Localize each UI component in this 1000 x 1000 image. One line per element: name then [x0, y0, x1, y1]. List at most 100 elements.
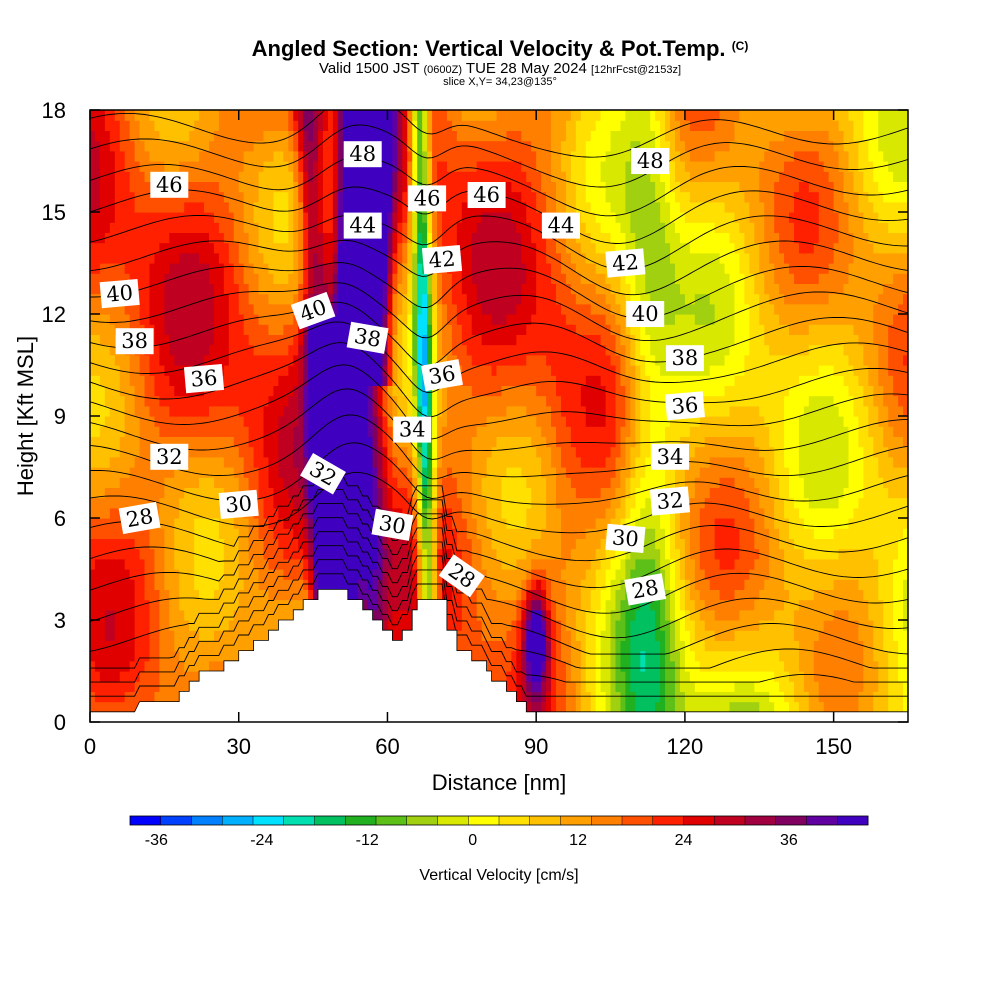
velocity-cell — [432, 589, 438, 601]
velocity-cell — [407, 212, 413, 223]
velocity-cell — [288, 538, 294, 550]
velocity-cell — [169, 222, 175, 233]
velocity-cell — [134, 242, 141, 254]
velocity-cell — [491, 365, 498, 376]
velocity-cell — [94, 120, 101, 131]
velocity-cell — [248, 314, 255, 325]
velocity-cell — [263, 171, 270, 182]
velocity-cell — [268, 344, 275, 356]
velocity-cell — [94, 436, 101, 448]
velocity-cell — [169, 579, 175, 590]
velocity-cell — [318, 446, 324, 458]
velocity-cell — [471, 548, 478, 560]
velocity-cell — [327, 252, 334, 264]
velocity-cell — [456, 405, 463, 417]
velocity-cell — [164, 375, 170, 386]
velocity-cell — [199, 314, 205, 325]
velocity-cell — [491, 344, 498, 356]
velocity-cell — [129, 385, 136, 397]
velocity-cell — [179, 558, 185, 570]
velocity-cell — [427, 293, 433, 305]
velocity-cell — [476, 385, 483, 397]
velocity-cell — [194, 191, 200, 203]
velocity-cell — [432, 314, 438, 325]
velocity-cell — [99, 691, 106, 703]
velocity-cell — [233, 232, 240, 244]
velocity-cell — [407, 405, 413, 417]
velocity-cell — [114, 161, 121, 172]
velocity-cell — [273, 242, 279, 254]
velocity-cell — [204, 161, 210, 172]
velocity-cell — [109, 140, 116, 152]
velocity-cell — [154, 681, 161, 692]
velocity-cell — [164, 314, 170, 325]
velocity-cell — [248, 405, 255, 417]
velocity-cell — [99, 140, 106, 152]
velocity-cell — [134, 538, 141, 550]
velocity-cell — [189, 456, 195, 468]
velocity-cell — [402, 507, 408, 519]
velocity-cell — [451, 446, 458, 458]
velocity-cell — [154, 273, 161, 284]
velocity-cell — [213, 232, 220, 244]
velocity-cell — [258, 599, 265, 611]
velocity-cell — [208, 446, 215, 458]
velocity-cell — [382, 191, 389, 203]
velocity-cell — [238, 252, 245, 264]
velocity-cell — [109, 569, 116, 580]
velocity-cell — [114, 681, 121, 692]
velocity-cell — [243, 222, 250, 233]
velocity-cell — [258, 242, 265, 254]
velocity-cell — [422, 232, 428, 244]
velocity-cell — [402, 283, 408, 295]
velocity-cell — [337, 293, 344, 305]
velocity-cell — [481, 436, 488, 448]
velocity-cell — [213, 528, 220, 539]
velocity-cell — [218, 426, 225, 437]
velocity-cell — [204, 426, 210, 437]
velocity-cell — [109, 528, 116, 539]
velocity-cell — [208, 273, 215, 284]
velocity-cell — [427, 518, 433, 529]
velocity-cell — [204, 252, 210, 264]
velocity-cell — [109, 395, 116, 407]
velocity-cell — [154, 538, 161, 550]
velocity-cell — [99, 375, 106, 386]
velocity-cell — [293, 528, 299, 539]
velocity-cell — [298, 487, 304, 499]
velocity-cell — [427, 477, 433, 488]
velocity-cell — [134, 201, 141, 213]
velocity-cell — [114, 528, 121, 539]
velocity-cell — [496, 558, 503, 570]
velocity-cell — [253, 630, 260, 641]
velocity-cell — [372, 558, 379, 570]
velocity-cell — [119, 273, 126, 284]
velocity-cell — [288, 181, 294, 193]
velocity-cell — [159, 344, 165, 356]
velocity-cell — [243, 548, 250, 560]
velocity-cell — [233, 293, 240, 305]
velocity-cell — [362, 242, 369, 254]
velocity-cell — [218, 161, 225, 172]
velocity-cell — [149, 620, 156, 631]
velocity-cell — [432, 293, 438, 305]
velocity-cell — [204, 538, 210, 550]
velocity-cell — [164, 681, 170, 692]
velocity-cell — [377, 497, 384, 509]
velocity-cell — [248, 161, 255, 172]
velocity-cell — [491, 161, 498, 172]
velocity-cell — [164, 405, 170, 417]
velocity-cell — [134, 385, 141, 397]
velocity-cell — [476, 150, 483, 162]
velocity-cell — [486, 273, 493, 284]
velocity-cell — [501, 640, 508, 652]
velocity-cell — [223, 456, 230, 468]
velocity-cell — [382, 375, 389, 386]
velocity-cell — [303, 110, 309, 121]
velocity-cell — [461, 538, 468, 550]
velocity-cell — [189, 538, 195, 550]
velocity-cell — [427, 467, 433, 478]
velocity-cell — [134, 467, 141, 478]
velocity-cell — [179, 110, 185, 121]
velocity-cell — [347, 436, 354, 448]
